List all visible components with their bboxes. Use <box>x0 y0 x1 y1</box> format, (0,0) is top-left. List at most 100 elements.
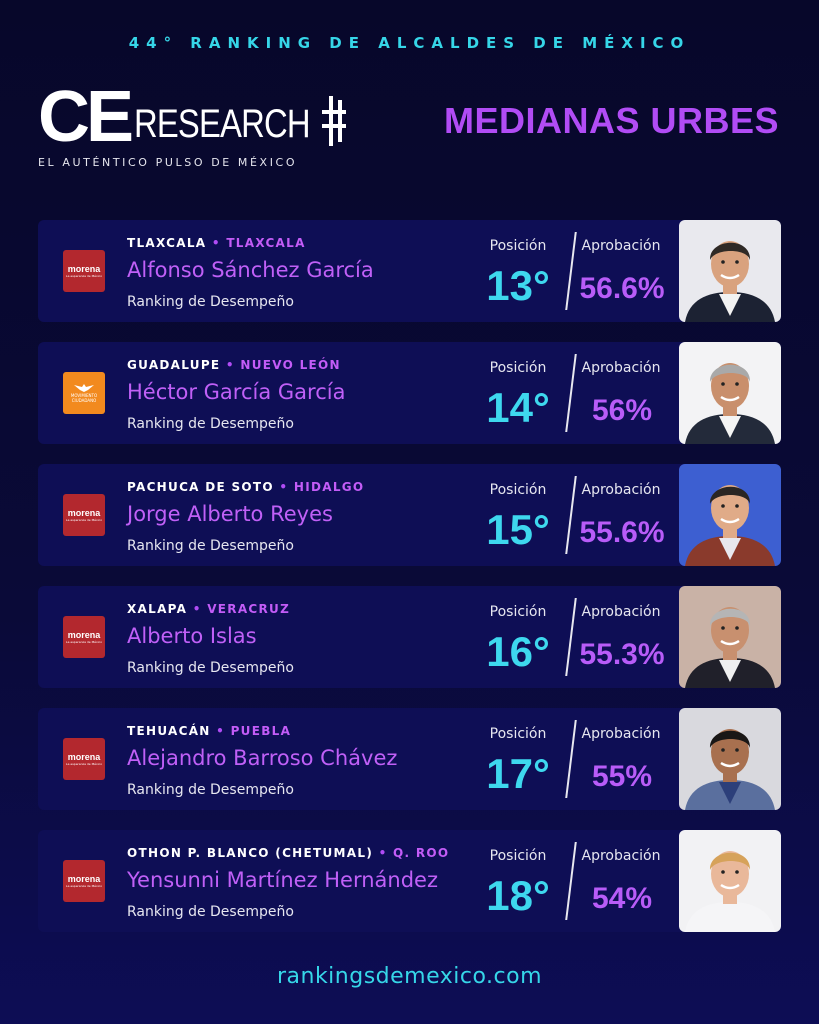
state: HIDALGO <box>293 480 365 494</box>
mayor-photo <box>679 220 781 322</box>
ranking-label: Ranking de Desempeño <box>127 294 294 310</box>
position-value: 14° <box>486 384 550 431</box>
party-logo-text: morena <box>67 264 101 274</box>
section-title: MEDIANAS URBES <box>443 100 779 141</box>
city: PACHUCA DE SOTO <box>127 480 274 494</box>
party-logo-subtitle: La esperanza de México <box>65 640 103 644</box>
location: XALAPA • VERACRUZ <box>127 602 290 616</box>
website-link[interactable]: rankingsdemexico.com <box>276 964 543 989</box>
position-label: Posición <box>489 604 547 620</box>
approval-label: Aprobación <box>581 848 661 864</box>
separator-dot: • <box>225 358 241 372</box>
morena-logo: morena La esperanza de México <box>63 494 105 536</box>
logo-research: RESEARCH <box>134 102 311 146</box>
location: TLAXCALA • TLAXCALA <box>127 236 306 250</box>
position-label: Posición <box>489 360 547 376</box>
logo-hash-icon <box>322 96 347 146</box>
party-logo-subtitle: La esperanza de México <box>65 518 103 522</box>
mayor-photo <box>679 464 781 566</box>
party-logo-subtitle: La esperanza de México <box>65 762 103 766</box>
position-value: 15° <box>486 506 550 553</box>
logo-tagline: EL AUTÉNTICO PULSO DE MÉXICO <box>38 156 298 169</box>
city: GUADALUPE <box>127 358 221 372</box>
approval-value: 55.3% <box>579 638 665 671</box>
ranking-label: Ranking de Desempeño <box>127 904 294 920</box>
position-label: Posición <box>489 238 547 254</box>
mayor-name: Alfonso Sánchez García <box>127 258 374 282</box>
morena-logo: morena La esperanza de México <box>63 616 105 658</box>
mayor-name: Jorge Alberto Reyes <box>127 502 333 526</box>
party-logo-text: morena <box>67 630 101 640</box>
mayor-card: morena La esperanza de México TEHUACÁN •… <box>38 708 781 810</box>
party-logo-subtitle: La esperanza de México <box>65 274 103 278</box>
portrait-icon <box>685 485 775 566</box>
separator-dot: • <box>216 724 231 738</box>
approval-value: 56% <box>591 394 653 427</box>
party-logo-text: MOVIMIENTO CIUDADANO <box>70 393 98 403</box>
position-value: 16° <box>486 628 550 675</box>
position-value: 13° <box>486 262 550 309</box>
city: XALAPA <box>127 602 188 616</box>
logo-ce: CE <box>38 77 134 157</box>
approval-value: 55.6% <box>579 516 665 549</box>
mayor-name: Alberto Islas <box>127 624 257 648</box>
morena-logo: morena La esperanza de México <box>63 738 105 780</box>
state: TLAXCALA <box>226 236 306 250</box>
approval-label: Aprobación <box>581 726 661 742</box>
mayor-photo <box>679 708 781 810</box>
position-label: Posición <box>489 848 547 864</box>
party-logo-text: morena <box>67 752 101 762</box>
movimiento-ciudadano-logo: MOVIMIENTO CIUDADANO <box>63 372 105 414</box>
mayor-card: morena La esperanza de México TLAXCALA •… <box>38 220 781 322</box>
approval-value: 56.6% <box>579 272 665 305</box>
ce-research-logo: CE RESEARCH EL AUTÉNTICO PULSO DE MÉXICO <box>38 77 347 169</box>
separator-dot: • <box>279 480 294 494</box>
ranking-label: Ranking de Desempeño <box>127 538 294 554</box>
separator-dot: • <box>192 602 208 616</box>
event-title: 44° RANKING DE ALCALDES DE MÉXICO <box>128 34 691 52</box>
approval-label: Aprobación <box>581 360 661 376</box>
state: VERACRUZ <box>207 602 291 616</box>
mayor-photo <box>679 586 781 688</box>
location: GUADALUPE • NUEVO LEÓN <box>127 358 341 372</box>
morena-logo: morena La esperanza de México <box>63 250 105 292</box>
ranking-label: Ranking de Desempeño <box>127 782 294 798</box>
eagle-icon <box>74 384 94 392</box>
party-logo-text: morena <box>67 874 101 884</box>
morena-logo: morena La esperanza de México <box>63 860 105 902</box>
approval-label: Aprobación <box>581 482 661 498</box>
logo-wordmark: CE RESEARCH <box>38 77 347 157</box>
position-value: 17° <box>486 750 550 797</box>
position-value: 18° <box>486 872 550 919</box>
mayor-card: morena La esperanza de México XALAPA • V… <box>38 586 781 688</box>
portrait-icon <box>685 851 775 932</box>
mayor-photo <box>679 830 781 932</box>
approval-label: Aprobación <box>581 238 661 254</box>
mayor-card: MOVIMIENTO CIUDADANO GUADALUPE • NUEVO L… <box>38 342 781 444</box>
mayor-card: morena La esperanza de México OTHON P. B… <box>38 830 781 932</box>
ranking-label: Ranking de Desempeño <box>127 660 294 676</box>
party-logo-text: morena <box>67 508 101 518</box>
state: PUEBLA <box>230 724 292 738</box>
mayor-name: Alejandro Barroso Chávez <box>127 746 398 770</box>
city: TEHUACÁN <box>127 724 211 738</box>
city: TLAXCALA <box>127 236 207 250</box>
ranking-label: Ranking de Desempeño <box>127 416 294 432</box>
state: Q. ROO <box>393 846 450 860</box>
portrait-icon <box>685 607 775 688</box>
state: NUEVO LEÓN <box>240 358 341 372</box>
approval-value: 55% <box>591 760 653 793</box>
portrait-icon <box>685 729 775 810</box>
location: TEHUACÁN • PUEBLA <box>127 724 291 738</box>
separator-dot: • <box>211 236 227 250</box>
mayor-name: Héctor García García <box>127 380 346 404</box>
approval-label: Aprobación <box>581 604 661 620</box>
approval-value: 54% <box>591 882 653 915</box>
separator-dot: • <box>378 846 394 860</box>
city: OTHON P. BLANCO (CHETUMAL) <box>127 846 374 860</box>
position-label: Posición <box>489 726 547 742</box>
mayor-card: morena La esperanza de México PACHUCA DE… <box>38 464 781 566</box>
portrait-icon <box>685 241 775 322</box>
mayor-photo <box>679 342 781 444</box>
mayor-name: Yensunni Martínez Hernández <box>127 868 439 892</box>
